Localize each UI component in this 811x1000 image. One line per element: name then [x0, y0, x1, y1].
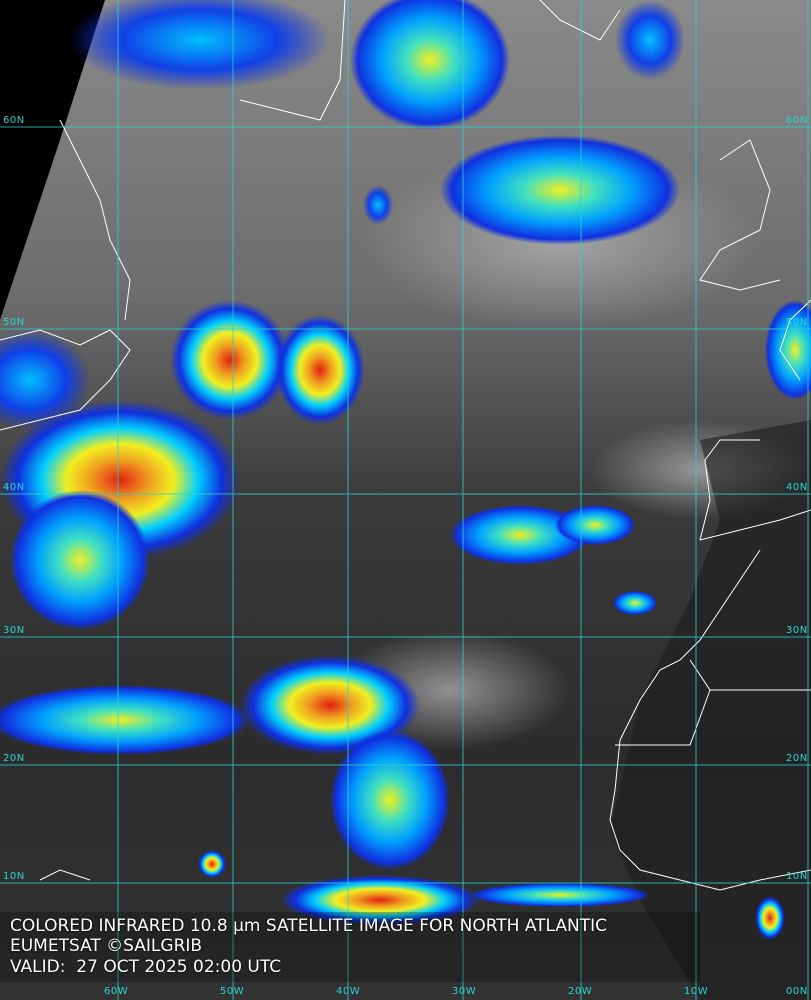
lon-label-30w: 30W: [452, 986, 477, 997]
lat-label-50n-right: 50N: [786, 317, 808, 328]
cloud-greenland: [70, 0, 330, 90]
lon-label-60w: 60W: [104, 986, 129, 997]
lon-label-10w: 10W: [684, 986, 709, 997]
valid-time: VALID: 27 OCT 2025 02:00 UTC: [10, 957, 282, 977]
lat-label-40n-right: 40N: [786, 482, 808, 493]
no-data-area: [0, 0, 105, 320]
lat-label-20n: 20N: [3, 753, 25, 764]
image-title: COLORED INFRARED 10.8 µm SATELLITE IMAGE…: [10, 916, 608, 936]
lon-label-00: 00N: [786, 986, 808, 997]
lat-label-60n-right: 60N: [786, 115, 808, 126]
lat-label-30n-right: 30N: [786, 625, 808, 636]
lat-label-50n: 50N: [3, 317, 25, 328]
storm-subtropical: [240, 655, 420, 755]
lat-label-60n: 60N: [3, 115, 25, 126]
lat-label-10n: 10N: [3, 871, 25, 882]
lat-label-10n-right: 10N: [786, 871, 808, 882]
lon-label-40w: 40W: [336, 986, 361, 997]
image-credit: EUMETSAT ©SAILGRIB: [10, 936, 203, 956]
lon-label-50w: 50W: [220, 986, 245, 997]
lat-label-30n: 30N: [3, 625, 25, 636]
cloud-mid-atlantic: [440, 135, 680, 245]
lat-label-20n-right: 20N: [786, 753, 808, 764]
lon-label-20w: 20W: [568, 986, 593, 997]
lat-label-40n: 40N: [3, 482, 25, 493]
storm-itcz: [280, 875, 480, 925]
